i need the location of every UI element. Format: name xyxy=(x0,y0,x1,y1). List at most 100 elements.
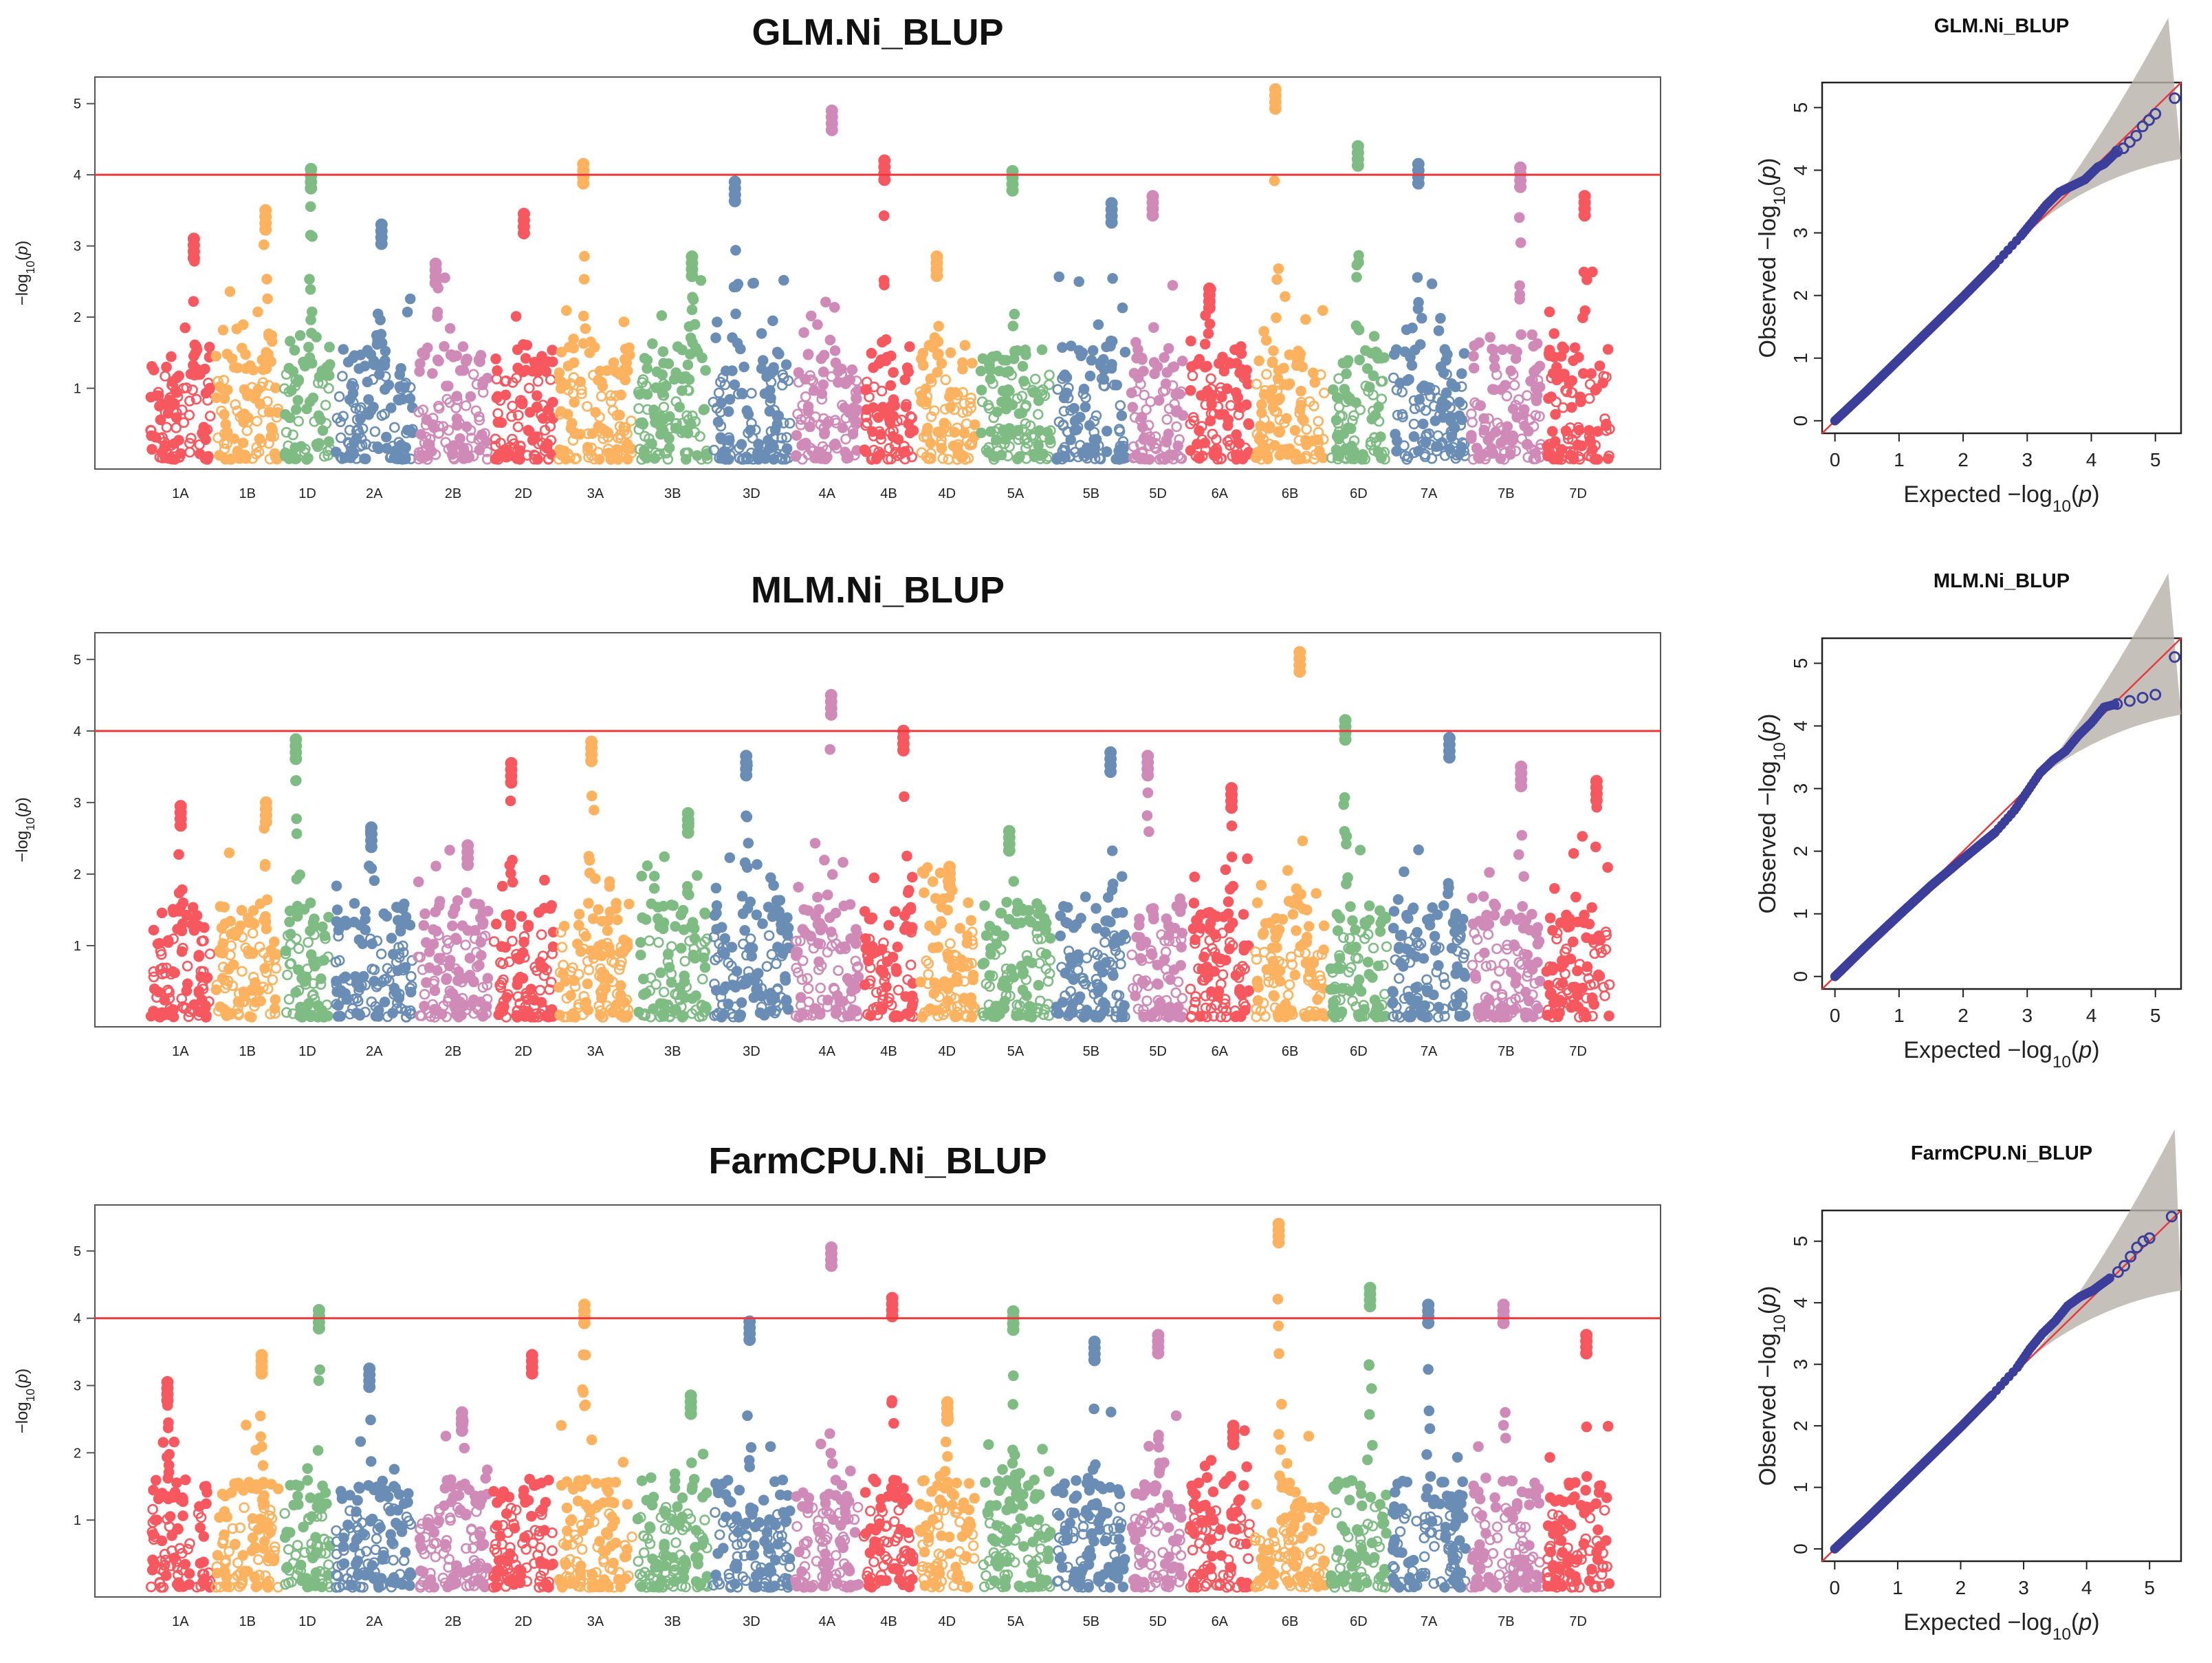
snp-point xyxy=(242,417,253,428)
y-tick-label: 5 xyxy=(74,97,81,112)
x-tick-label-2b: 2B xyxy=(445,486,461,501)
snp-point xyxy=(371,338,383,350)
snp-point xyxy=(474,959,485,971)
snp-point xyxy=(171,1477,182,1488)
snp-point xyxy=(224,286,236,297)
snp-point xyxy=(1137,352,1148,364)
snp-point xyxy=(1581,961,1593,972)
snp-point xyxy=(829,439,840,450)
snp-point xyxy=(350,403,362,414)
snp-point xyxy=(283,362,295,374)
snp-point xyxy=(741,977,752,989)
snp-point xyxy=(417,446,428,457)
snp-point xyxy=(221,1511,232,1523)
snp-point xyxy=(1515,329,1526,340)
snp-point xyxy=(1232,392,1243,403)
snp-point xyxy=(602,365,613,376)
snp-point xyxy=(225,915,236,927)
snp-point xyxy=(1520,915,1532,926)
snp-point xyxy=(686,304,698,316)
snp-point xyxy=(184,409,195,421)
snp-point xyxy=(547,396,558,408)
snp-point xyxy=(1511,972,1522,983)
snp-point xyxy=(506,411,517,422)
snp-point xyxy=(195,1558,206,1569)
snp-point xyxy=(1514,280,1525,292)
snp-point xyxy=(583,452,594,463)
snp-point xyxy=(1408,902,1419,913)
snp-point xyxy=(1486,442,1497,454)
snp-point xyxy=(1044,933,1056,944)
snp-point xyxy=(1243,418,1254,429)
snp-point xyxy=(539,874,550,886)
snp-point xyxy=(932,336,944,347)
snp-point xyxy=(324,341,335,353)
snp-point xyxy=(597,380,609,392)
x-tick-label-6d: 6D xyxy=(1350,486,1368,501)
snp-point xyxy=(1451,998,1463,1009)
peak-snp-point xyxy=(429,276,442,290)
snp-point xyxy=(1447,917,1459,928)
snp-point xyxy=(711,900,723,911)
snp-point xyxy=(1172,406,1183,417)
snp-point xyxy=(1377,915,1388,926)
snp-point xyxy=(223,964,234,975)
snp-point xyxy=(520,353,532,364)
snp-point xyxy=(1223,896,1234,907)
snp-point xyxy=(825,926,837,937)
snp-point xyxy=(190,393,202,405)
snp-point xyxy=(555,383,567,394)
snp-point xyxy=(349,898,360,909)
snp-point xyxy=(477,379,488,391)
snp-point xyxy=(805,310,817,322)
snp-point xyxy=(175,901,186,913)
snp-point xyxy=(1467,918,1479,930)
snp-point xyxy=(203,378,214,389)
snp-point xyxy=(1176,900,1187,911)
snp-point xyxy=(776,919,787,931)
x-tick-label-4d: 4D xyxy=(939,1044,956,1059)
snp-point xyxy=(1586,902,1597,913)
snp-point xyxy=(258,1543,270,1554)
snp-point xyxy=(829,301,840,313)
snp-point xyxy=(658,900,669,912)
x-tick-label-7d: 7D xyxy=(1569,486,1587,501)
snp-point xyxy=(1439,344,1451,355)
snp-point xyxy=(700,365,711,376)
snp-point xyxy=(936,902,947,913)
snp-point xyxy=(681,887,693,898)
snp-point xyxy=(491,373,503,384)
snp-point xyxy=(782,1003,794,1015)
snp-point xyxy=(189,339,201,351)
snp-point xyxy=(514,441,526,452)
peak-snp-point xyxy=(365,840,377,854)
snp-point xyxy=(1225,884,1236,895)
snp-point xyxy=(234,920,246,931)
snp-point xyxy=(397,454,408,465)
snp-point xyxy=(1548,351,1560,363)
peak-snp-point xyxy=(585,754,598,768)
snp-point xyxy=(230,399,241,411)
snp-point xyxy=(813,904,824,915)
snp-point xyxy=(1107,272,1118,284)
peak-snp-point xyxy=(1104,765,1117,779)
snp-point xyxy=(1170,389,1181,400)
snp-point xyxy=(1185,335,1196,347)
snp-point xyxy=(395,362,406,374)
snp-point xyxy=(633,1006,644,1018)
chromosome-2b-points xyxy=(413,257,493,465)
snp-point xyxy=(1266,393,1277,405)
snp-point xyxy=(216,922,228,933)
snp-point xyxy=(413,406,424,417)
snp-point xyxy=(217,1488,228,1500)
snp-point xyxy=(1602,862,1613,873)
snp-point xyxy=(655,967,666,979)
snp-point xyxy=(933,320,944,332)
snp-point xyxy=(1148,357,1160,368)
snp-point xyxy=(1487,343,1498,355)
snp-point xyxy=(620,343,631,355)
snp-point xyxy=(582,442,593,453)
snp-point xyxy=(1099,926,1110,937)
snp-point xyxy=(255,1431,267,1442)
snp-point xyxy=(767,315,778,327)
